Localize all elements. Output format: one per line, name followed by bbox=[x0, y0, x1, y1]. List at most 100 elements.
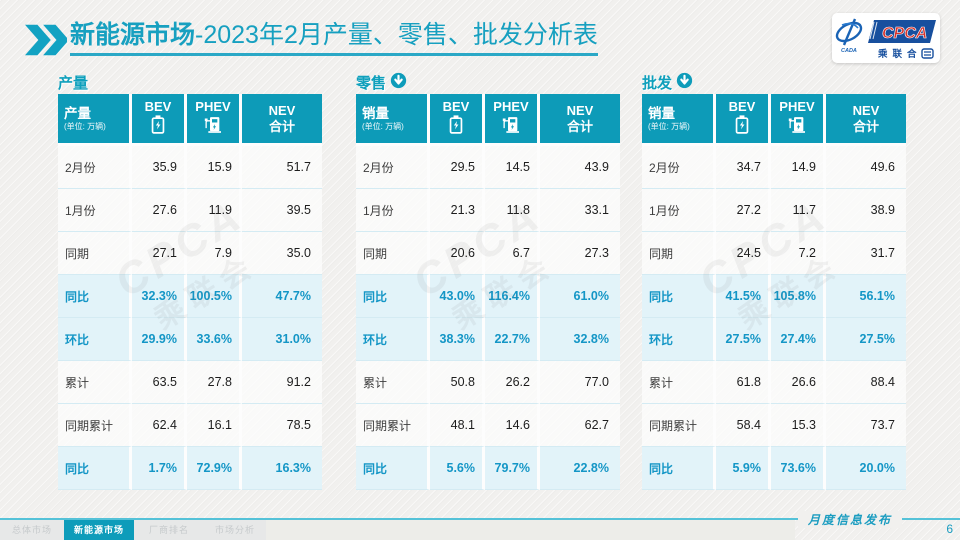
table-row: 累计 50.8 26.2 77.0 bbox=[356, 361, 620, 404]
header-label-cell: 销量 (单位: 万辆) bbox=[642, 94, 716, 146]
table-row: 2月份 35.9 15.9 51.7 bbox=[58, 146, 322, 189]
table-row: 2月份 34.7 14.9 49.6 bbox=[642, 146, 906, 189]
row-label: 2月份 bbox=[58, 146, 132, 189]
cell-value: 5.9% bbox=[716, 447, 771, 490]
row-label: 累计 bbox=[356, 361, 430, 404]
cell-value: 56.1% bbox=[826, 275, 906, 318]
cell-value: 21.3 bbox=[430, 189, 485, 232]
cell-value: 11.8 bbox=[485, 189, 540, 232]
table-row: 同比 43.0% 116.4% 61.0% bbox=[356, 275, 620, 318]
page-title: 新能源市场-2023年2月产量、零售、批发分析表 bbox=[70, 20, 598, 56]
cell-value: 29.9% bbox=[132, 318, 187, 361]
header-nev-cell: NEV 合计 bbox=[540, 94, 620, 146]
cell-value: 26.6 bbox=[771, 361, 826, 404]
cell-value: 73.6% bbox=[771, 447, 826, 490]
cell-value: 35.9 bbox=[132, 146, 187, 189]
row-label: 累计 bbox=[58, 361, 132, 404]
cell-value: 58.4 bbox=[716, 404, 771, 447]
unit-note: (单位: 万辆) bbox=[64, 121, 106, 131]
cell-value: 14.6 bbox=[485, 404, 540, 447]
svg-text:乘联合: 乘联合 bbox=[877, 48, 922, 60]
table-row: 环比 29.9% 33.6% 31.0% bbox=[58, 318, 322, 361]
production-section-title: 产量 bbox=[58, 71, 322, 94]
production-section: 产量 产量 (单位: 万辆) BEV PHEV bbox=[58, 71, 322, 490]
cell-value: 5.6% bbox=[430, 447, 485, 490]
cell-value: 62.4 bbox=[132, 404, 187, 447]
table-row: 同期 20.6 6.7 27.3 bbox=[356, 232, 620, 275]
header-bev-cell: BEV bbox=[132, 94, 187, 146]
cell-value: 105.8% bbox=[771, 275, 826, 318]
cell-value: 62.7 bbox=[540, 404, 620, 447]
row-label: 环比 bbox=[58, 318, 132, 361]
section-title-text: 零售 bbox=[356, 75, 387, 92]
cell-value: 22.8% bbox=[540, 447, 620, 490]
table-row: 2月份 29.5 14.5 43.9 bbox=[356, 146, 620, 189]
cell-value: 11.9 bbox=[187, 189, 242, 232]
row-label: 同比 bbox=[58, 275, 132, 318]
header-label: 产量 bbox=[64, 105, 91, 121]
cell-value: 41.5% bbox=[716, 275, 771, 318]
header-bev-cell: BEV bbox=[716, 94, 771, 146]
section-title-text: 产量 bbox=[58, 75, 89, 92]
cell-value: 16.3% bbox=[242, 447, 322, 490]
svg-text:CPCA: CPCA bbox=[882, 25, 927, 42]
table-row: 1月份 27.6 11.9 39.5 bbox=[58, 189, 322, 232]
cell-value: 27.1 bbox=[132, 232, 187, 275]
row-label: 1月份 bbox=[642, 189, 716, 232]
retail-section-title: 零售 bbox=[356, 71, 620, 94]
header-label-cell: 销量 (单位: 万辆) bbox=[356, 94, 430, 146]
cell-value: 73.7 bbox=[826, 404, 906, 447]
battery-icon bbox=[132, 114, 184, 139]
header-label: 销量 bbox=[362, 105, 389, 121]
table-row: 同比 1.7% 72.9% 16.3% bbox=[58, 447, 322, 490]
double-chevron-icon bbox=[25, 24, 69, 61]
header-label-cell: 产量 (单位: 万辆) bbox=[58, 94, 132, 146]
header-phev-cell: PHEV bbox=[485, 94, 540, 146]
footer-tab-item[interactable]: 厂商排名 bbox=[148, 525, 189, 535]
row-label: 累计 bbox=[642, 361, 716, 404]
page-number: 6 bbox=[946, 522, 953, 536]
cell-value: 27.2 bbox=[716, 189, 771, 232]
table-row: 环比 38.3% 22.7% 32.8% bbox=[356, 318, 620, 361]
cell-value: 27.4% bbox=[771, 318, 826, 361]
table-row: 同期累计 48.1 14.6 62.7 bbox=[356, 404, 620, 447]
row-label: 环比 bbox=[356, 318, 430, 361]
table-row: 同比 5.6% 79.7% 22.8% bbox=[356, 447, 620, 490]
row-label: 2月份 bbox=[356, 146, 430, 189]
circle-down-arrow-icon bbox=[390, 72, 407, 93]
cell-value: 116.4% bbox=[485, 275, 540, 318]
header-nev-cell: NEV 合计 bbox=[826, 94, 906, 146]
row-label: 同期累计 bbox=[356, 404, 430, 447]
cell-value: 72.9% bbox=[187, 447, 242, 490]
header-phev-cell: PHEV bbox=[187, 94, 242, 146]
cell-value: 48.1 bbox=[430, 404, 485, 447]
unit-note: (单位: 万辆) bbox=[362, 121, 404, 131]
footer-tab-active[interactable]: 新能源市场 bbox=[64, 520, 134, 540]
cell-value: 43.0% bbox=[430, 275, 485, 318]
cell-value: 33.1 bbox=[540, 189, 620, 232]
cell-value: 51.7 bbox=[242, 146, 322, 189]
cell-value: 91.2 bbox=[242, 361, 322, 404]
row-label: 同期 bbox=[58, 232, 132, 275]
cell-value: 29.5 bbox=[430, 146, 485, 189]
cell-value: 27.5% bbox=[716, 318, 771, 361]
table-row: 同比 5.9% 73.6% 20.0% bbox=[642, 447, 906, 490]
footer-tab-item[interactable]: 市场分析 bbox=[214, 525, 255, 535]
cell-value: 1.7% bbox=[132, 447, 187, 490]
page-title-rest: -2023年2月产量、零售、批发分析表 bbox=[195, 21, 598, 49]
cell-value: 88.4 bbox=[826, 361, 906, 404]
svg-text:CADA: CADA bbox=[841, 48, 857, 54]
cell-value: 22.7% bbox=[485, 318, 540, 361]
cpca-logo: CADA CPCA 乘联合 bbox=[832, 13, 940, 63]
cell-value: 34.7 bbox=[716, 146, 771, 189]
footer-tab-item[interactable]: 总体市场 bbox=[11, 525, 52, 535]
cell-value: 15.3 bbox=[771, 404, 826, 447]
cell-value: 20.6 bbox=[430, 232, 485, 275]
footer-tab-strip bbox=[266, 520, 795, 540]
table-row: 同期累计 58.4 15.3 73.7 bbox=[642, 404, 906, 447]
row-label: 同比 bbox=[356, 447, 430, 490]
row-label: 同期累计 bbox=[642, 404, 716, 447]
publication-label: 月度信息发布 bbox=[797, 511, 902, 528]
row-label: 2月份 bbox=[642, 146, 716, 189]
